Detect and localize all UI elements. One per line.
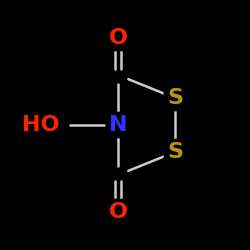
Text: O: O [108, 202, 128, 222]
Text: HO: HO [22, 115, 60, 135]
Text: S: S [167, 142, 183, 162]
Text: S: S [167, 88, 183, 108]
Text: N: N [109, 115, 127, 135]
Text: O: O [108, 28, 128, 48]
